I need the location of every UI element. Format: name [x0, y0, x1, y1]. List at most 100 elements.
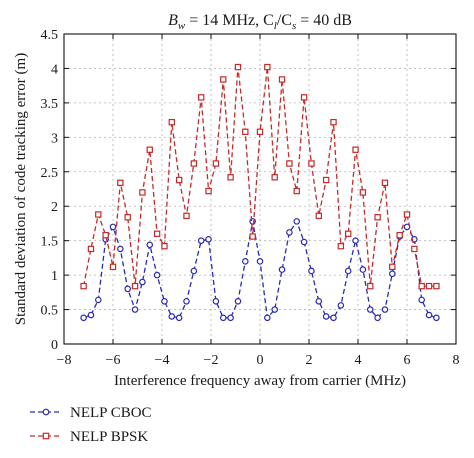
x-tick-label: −8 [57, 353, 72, 368]
title-part: s [292, 20, 296, 32]
data-point-nelp-cboc [109, 223, 117, 231]
data-point-nelp-bpsk [234, 63, 242, 71]
data-point-nelp-bpsk [198, 94, 205, 101]
data-point-nelp-bpsk [109, 263, 117, 271]
data-point-nelp-cboc [219, 314, 227, 322]
data-point-nelp-bpsk [190, 160, 198, 167]
data-point-nelp-cboc [190, 267, 198, 275]
data-point-nelp-bpsk [227, 174, 234, 181]
x-tick-label: −4 [155, 353, 170, 368]
data-point-nelp-cboc [146, 241, 154, 249]
data-point-nelp-bpsk [175, 176, 183, 184]
data-point-nelp-bpsk [374, 214, 381, 221]
legend-marker-nelp-cboc [42, 408, 50, 416]
data-point-nelp-bpsk [220, 76, 227, 83]
y-tick-label: 2.5 [41, 166, 59, 181]
data-point-nelp-cboc [278, 266, 286, 273]
y-tick-label: 0 [51, 338, 58, 353]
x-tick-label: 8 [453, 353, 460, 368]
axis-ticks: −8 −6 −4 −2 0 2 4 6 8 0 0.5 1 1.5 2 2.5 3 3.5 4 4.5 [41, 28, 460, 368]
data-point-nelp-bpsk [411, 245, 418, 253]
data-point-nelp-cboc [308, 267, 315, 275]
data-point-nelp-cboc [234, 297, 242, 305]
data-point-nelp-cboc [425, 311, 433, 319]
data-point-nelp-bpsk [102, 231, 109, 239]
data-point-nelp-cboc [205, 235, 212, 243]
title-part: = 40 dB [296, 12, 352, 29]
data-point-nelp-bpsk [168, 118, 175, 126]
data-point-nelp-bpsk [146, 146, 153, 153]
data-point-nelp-bpsk [381, 179, 389, 186]
grid [64, 34, 456, 344]
data-point-nelp-cboc [131, 306, 139, 313]
x-tick-label: 0 [257, 353, 264, 368]
data-point-nelp-bpsk [293, 187, 300, 195]
y-tick-label: 4.5 [41, 28, 59, 43]
data-point-nelp-bpsk [242, 128, 249, 136]
chart-title: Bw = 14 MHz, Cl/Cs = 40 dB [168, 12, 352, 32]
data-point-nelp-bpsk [124, 214, 131, 221]
data-point-nelp-bpsk [308, 160, 315, 167]
data-point-nelp-cboc [366, 306, 374, 313]
data-point-nelp-bpsk [183, 212, 190, 220]
y-tick-label: 2 [51, 200, 58, 215]
data-point-nelp-cboc [161, 297, 168, 305]
data-point-nelp-cboc [315, 297, 323, 305]
legend: NELP CBOC NELP BPSK [30, 405, 152, 445]
title-part: w [178, 20, 186, 32]
data-point-nelp-cboc [249, 218, 256, 225]
data-point-nelp-bpsk [396, 231, 403, 239]
x-tick-label: 6 [404, 353, 411, 368]
series-layer [80, 63, 440, 322]
data-point-nelp-bpsk [153, 230, 161, 237]
data-point-nelp-bpsk [95, 211, 102, 218]
data-point-nelp-cboc [212, 297, 220, 305]
y-tick-label: 1 [51, 269, 58, 284]
data-point-nelp-cboc [352, 237, 359, 244]
x-tick-label: −2 [204, 353, 219, 368]
data-point-nelp-cboc [175, 314, 183, 322]
y-tick-label: 4 [51, 62, 58, 77]
data-point-nelp-bpsk [139, 189, 146, 196]
data-point-nelp-cboc [381, 306, 389, 313]
data-point-nelp-bpsk [322, 176, 330, 184]
data-point-nelp-bpsk [425, 282, 433, 290]
data-point-nelp-bpsk [337, 242, 345, 250]
data-point-nelp-cboc [87, 311, 95, 319]
data-point-nelp-bpsk [345, 230, 352, 237]
data-point-nelp-bpsk [212, 160, 220, 167]
legend-item-nelp-bpsk: NELP BPSK [30, 429, 148, 445]
data-point-nelp-bpsk [131, 282, 139, 290]
data-point-nelp-bpsk [367, 282, 374, 290]
x-tick-label: −6 [106, 353, 121, 368]
data-point-nelp-cboc [330, 314, 337, 322]
data-point-nelp-bpsk [271, 174, 278, 181]
title-part: = 14 MHz, C [185, 12, 274, 29]
data-point-nelp-bpsk [315, 212, 323, 220]
data-point-nelp-cboc [80, 314, 87, 322]
data-point-nelp-cboc [433, 314, 440, 322]
x-axis-label: Interference frequency away from carrier… [114, 373, 406, 389]
data-point-nelp-bpsk [249, 233, 256, 240]
data-point-nelp-bpsk [256, 128, 264, 136]
data-point-nelp-bpsk [418, 282, 425, 290]
data-point-nelp-bpsk [330, 118, 337, 126]
data-point-nelp-cboc [293, 218, 301, 225]
y-tick-label: 0.5 [41, 304, 59, 319]
data-point-nelp-bpsk [389, 263, 396, 271]
legend-marker-nelp-bpsk [42, 432, 50, 440]
data-point-nelp-cboc [344, 267, 352, 275]
data-point-nelp-cboc [322, 313, 330, 320]
data-point-nelp-cboc [139, 278, 146, 286]
data-point-nelp-cboc [264, 314, 271, 322]
data-point-nelp-cboc [418, 296, 426, 304]
data-point-nelp-bpsk [161, 242, 168, 250]
y-axis-label: Standard deviation of code tracking erro… [13, 53, 29, 325]
data-point-nelp-cboc [359, 266, 367, 273]
data-point-nelp-bpsk [278, 76, 286, 83]
data-point-nelp-cboc [300, 238, 308, 246]
data-point-nelp-bpsk [300, 94, 308, 101]
y-tick-label: 1.5 [41, 235, 59, 250]
x-tick-label: 4 [355, 353, 362, 368]
